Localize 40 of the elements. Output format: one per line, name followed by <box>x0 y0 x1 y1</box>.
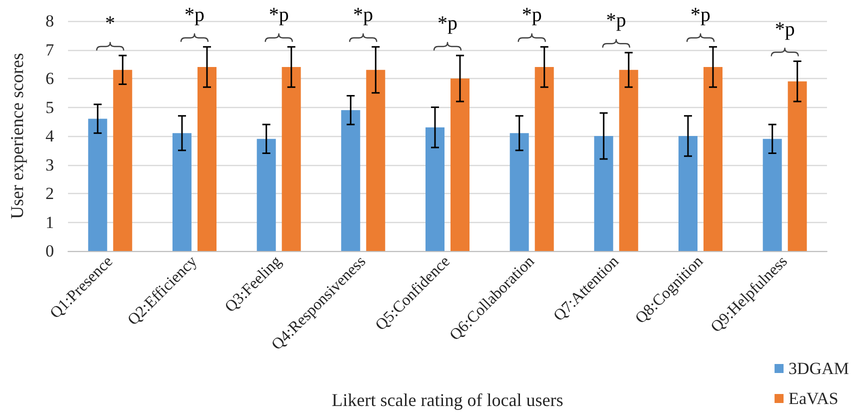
annotation: *p <box>606 10 626 32</box>
y-tick-label: 3 <box>46 155 54 174</box>
bar <box>256 138 276 251</box>
y-tick-label: 0 <box>46 242 54 260</box>
bar <box>510 133 529 251</box>
y-tick-label: 1 <box>46 212 54 232</box>
bar <box>113 70 132 251</box>
y-tick-label: 7 <box>46 40 54 60</box>
y-axis-title: User experience scores <box>7 53 27 219</box>
bar <box>282 67 301 251</box>
annotation: *p <box>268 4 289 26</box>
bar <box>704 67 722 251</box>
y-tick-label: 6 <box>46 69 54 88</box>
annotation: *p <box>690 4 710 26</box>
x-axis-title: Likert scale rating of local users <box>332 390 564 410</box>
y-tick-label: 8 <box>46 12 54 30</box>
bar <box>366 70 386 251</box>
annotation: * <box>105 12 116 34</box>
bar <box>426 127 444 251</box>
bar <box>594 136 614 251</box>
legend-label: 3DGAM <box>788 359 850 378</box>
annotation: *p <box>438 12 458 34</box>
bar <box>762 138 782 251</box>
bar <box>450 78 470 251</box>
y-tick-label: 4 <box>46 126 54 146</box>
annotation: *p <box>184 4 204 26</box>
y-tick-label: 5 <box>46 98 54 117</box>
bar <box>341 110 360 251</box>
bar <box>198 67 216 251</box>
legend-label: EaVAS <box>788 389 838 408</box>
bar <box>172 133 192 251</box>
bar <box>788 81 807 251</box>
annotation: *p <box>522 4 542 26</box>
bar <box>88 118 108 251</box>
y-tick-label: 2 <box>46 184 54 203</box>
annotation: *p <box>774 18 795 40</box>
annotation: *p <box>353 4 374 26</box>
bar <box>678 136 698 251</box>
bar <box>619 70 638 251</box>
bar <box>534 67 554 251</box>
